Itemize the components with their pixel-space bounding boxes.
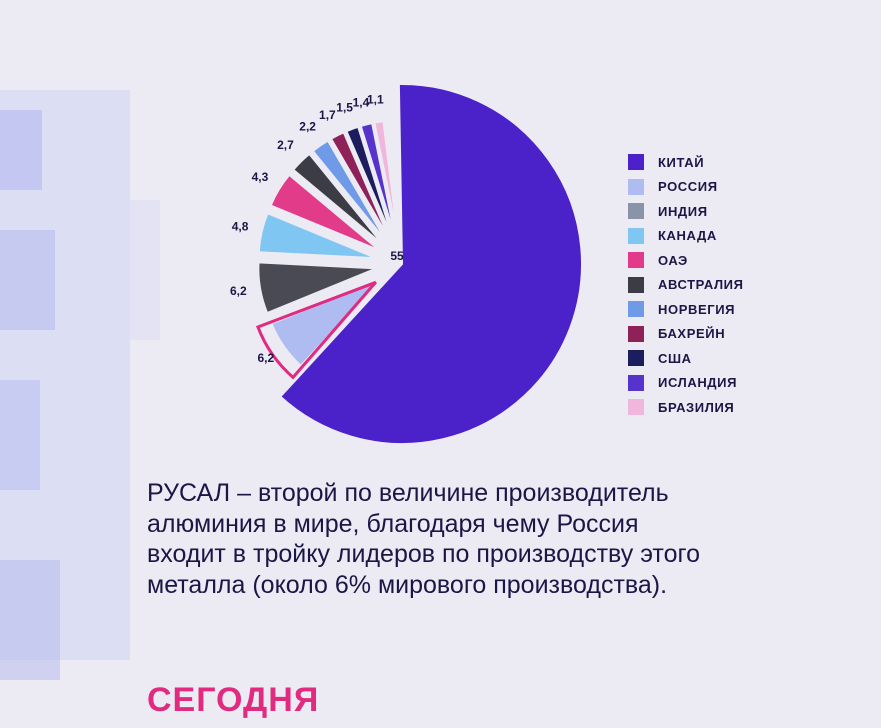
highlight-outline bbox=[255, 280, 377, 380]
pie-slice-9 bbox=[345, 125, 394, 240]
description-text: РУСАЛ – второй по величине производитель… bbox=[147, 479, 700, 599]
legend-label: РОССИЯ bbox=[658, 179, 718, 195]
legend-swatch bbox=[628, 276, 644, 293]
legend-item-bahrain: БАХРЕЙН bbox=[628, 322, 744, 347]
pie-slice-8 bbox=[329, 131, 392, 242]
legend-label: КИТАЙ bbox=[658, 154, 705, 170]
legend-label: ОАЭ bbox=[658, 252, 688, 268]
legend-swatch bbox=[628, 227, 644, 244]
pie-slice-4 bbox=[257, 211, 378, 260]
section-title: СЕГОДНЯ bbox=[147, 681, 320, 719]
value-label-7: 2,2 bbox=[299, 120, 316, 134]
legend-item-norway: НОРВЕГИЯ bbox=[628, 297, 744, 322]
value-label-5: 4,3 bbox=[252, 170, 269, 184]
pie-slice-2 bbox=[270, 277, 382, 368]
value-label-1: 55 bbox=[390, 249, 404, 263]
pie-slice-11 bbox=[373, 120, 399, 239]
legend-swatch bbox=[628, 399, 644, 416]
legend-item-china: КИТАЙ bbox=[628, 150, 744, 175]
pie-slice-3 bbox=[257, 261, 377, 315]
legend-item-brazil: БРАЗИЛИЯ bbox=[628, 395, 744, 420]
value-label-2: 6,2 bbox=[257, 351, 274, 365]
legend-label: ИСЛАНДИЯ bbox=[658, 375, 738, 391]
legend-item-australia: АВСТРАЛИЯ bbox=[628, 273, 744, 298]
legend-label: БАХРЕЙН bbox=[658, 326, 726, 342]
legend-label: АВСТРАЛИЯ bbox=[658, 277, 744, 293]
legend-label: БРАЗИЛИЯ bbox=[658, 399, 735, 415]
value-label-3: 6,2 bbox=[230, 284, 247, 298]
pie-slice-6 bbox=[291, 152, 385, 247]
pie-slice-7 bbox=[311, 139, 389, 244]
legend-swatch bbox=[628, 325, 644, 342]
value-label-4: 4,8 bbox=[232, 220, 249, 234]
legend-item-russia: РОССИЯ bbox=[628, 175, 744, 200]
legend-swatch bbox=[628, 301, 644, 318]
legend-swatch bbox=[628, 154, 644, 171]
legend-label: США bbox=[658, 350, 692, 366]
pie-value-labels: 55 6,2 6,2 4,8 4,3 2,7 2,21,71,5 1,41,1 bbox=[230, 92, 404, 365]
chart-legend: КИТАЙ РОССИЯ ИНДИЯ КАНАДА ОАЭ АВСТРАЛИЯ … bbox=[628, 150, 744, 420]
legend-swatch bbox=[628, 374, 644, 391]
legend-swatch bbox=[628, 252, 644, 269]
legend-swatch bbox=[628, 350, 644, 367]
legend-label: КАНАДА bbox=[658, 228, 717, 244]
legend-item-iceland: ИСЛАНДИЯ bbox=[628, 371, 744, 396]
pie-slice-5 bbox=[269, 173, 381, 252]
pie-slice-10 bbox=[359, 121, 397, 240]
value-label-9: 1,5 bbox=[336, 100, 353, 114]
value-label-8: 1,7 bbox=[319, 108, 336, 122]
pie-slices bbox=[255, 83, 583, 445]
legend-label: НОРВЕГИЯ bbox=[658, 301, 736, 317]
legend-item-india: ИНДИЯ bbox=[628, 199, 744, 224]
value-label-11: 1,1 bbox=[367, 92, 384, 106]
legend-label: ИНДИЯ bbox=[658, 203, 708, 219]
legend-swatch bbox=[628, 203, 644, 220]
legend-item-canada: КАНАДА bbox=[628, 224, 744, 249]
legend-item-usa: США bbox=[628, 346, 744, 371]
pie-slice-1 bbox=[278, 83, 583, 445]
value-label-10: 1,4 bbox=[353, 95, 370, 109]
value-label-6: 2,7 bbox=[277, 138, 294, 152]
legend-swatch bbox=[628, 178, 644, 195]
legend-item-uae: ОАЭ bbox=[628, 248, 744, 273]
